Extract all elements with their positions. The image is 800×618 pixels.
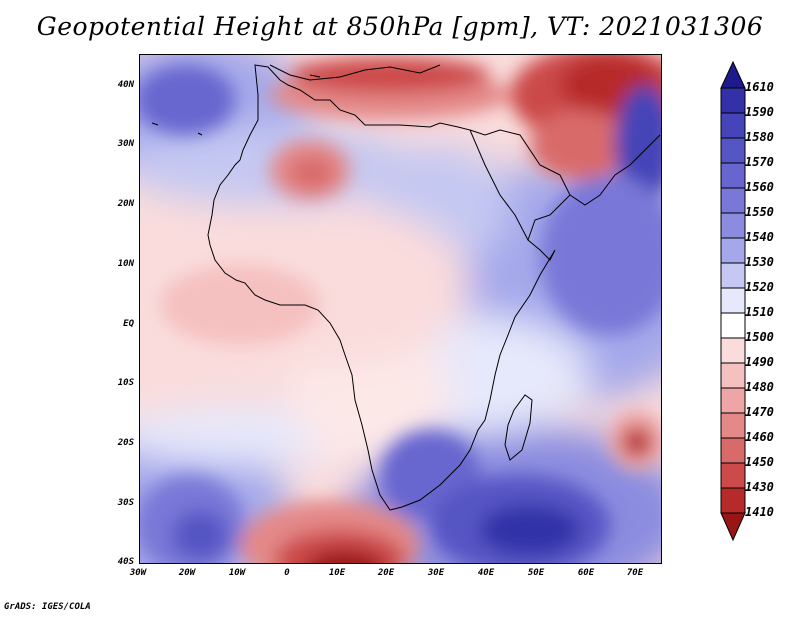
colorbar-label: 1590 [745, 105, 774, 119]
colorbar-label: 1550 [745, 205, 774, 219]
colorbar-label: 1580 [745, 130, 774, 144]
colorbar-label: 1540 [745, 230, 774, 244]
lat-tick-30s: 30S [117, 498, 134, 508]
lon-tick-10w: 10W [228, 568, 246, 578]
madagascar-coastline [504, 394, 533, 461]
lon-tick-60e: 60E [577, 568, 595, 578]
island-outlines [151, 74, 321, 136]
colorbar-swatch [720, 487, 746, 514]
colorbar-swatch [720, 162, 746, 189]
colorbar-swatch [720, 412, 746, 439]
colorbar-swatch [720, 362, 746, 389]
colorbar-swatch [720, 112, 746, 139]
lon-tick-10e: 10E [328, 568, 346, 578]
colorbar-swatch [720, 337, 746, 364]
lat-tick-eq: EQ [123, 319, 134, 329]
colorbar-label: 1490 [745, 355, 774, 369]
colorbar-swatch [720, 437, 746, 464]
colorbar-swatch [720, 387, 746, 414]
colorbar-label: 1450 [745, 455, 774, 469]
lat-tick-10s: 10S [117, 378, 134, 388]
colorbar-swatch [720, 212, 746, 239]
lat-tick-20n: 20N [117, 199, 134, 209]
colorbar-swatch [720, 87, 746, 114]
lon-tick-70e: 70E [626, 568, 644, 578]
colorbar-label: 1610 [745, 80, 774, 94]
colorbar-bottom-arrow [720, 512, 746, 542]
colorbar-label: 1480 [745, 380, 774, 394]
colorbar-label: 1530 [745, 255, 774, 269]
lat-tick-10n: 10N [117, 259, 134, 269]
europe-coastline [269, 64, 441, 81]
lat-tick-30n: 30N [117, 139, 134, 149]
colorbar [720, 60, 746, 542]
colorbar-swatch [720, 237, 746, 264]
lon-tick-20e: 20E [377, 568, 395, 578]
lon-tick-50e: 50E [527, 568, 545, 578]
lon-tick-40e: 40E [477, 568, 495, 578]
colorbar-label: 1560 [745, 180, 774, 194]
colorbar-label: 1570 [745, 155, 774, 169]
lon-tick-0: 0 [284, 568, 290, 578]
colorbar-swatch [720, 262, 746, 289]
colorbar-label: 1510 [745, 305, 774, 319]
asia-coastline [569, 134, 661, 206]
map-title: Geopotential Height at 850hPa [gpm], VT:… [36, 12, 764, 41]
lon-tick-30e: 30E [427, 568, 445, 578]
lon-tick-20w: 20W [178, 568, 196, 578]
colorbar-label: 1460 [745, 430, 774, 444]
height-field-detail [140, 55, 661, 563]
colorbar-label: 1500 [745, 330, 774, 344]
lon-tick-30w: 30W [129, 568, 147, 578]
lat-tick-40s: 40S [117, 557, 134, 567]
map-svg [140, 55, 661, 563]
colorbar-swatch [720, 287, 746, 314]
africa-coastline [207, 64, 556, 511]
colorbar-swatch [720, 312, 746, 339]
colorbar-swatch [720, 137, 746, 164]
colorbar-label: 1470 [745, 405, 774, 419]
grads-credit: GrADS: IGES/COLA [4, 602, 91, 612]
colorbar-swatch [720, 187, 746, 214]
colorbar-label: 1520 [745, 280, 774, 294]
arabia-coastline [469, 129, 571, 241]
colorbar-label: 1410 [745, 505, 774, 519]
coastlines [151, 64, 661, 511]
colorbar-swatch [720, 462, 746, 489]
lat-tick-40n: 40N [117, 80, 134, 90]
map-plot-area [139, 54, 662, 564]
colorbar-label: 1430 [745, 480, 774, 494]
lat-tick-20s: 20S [117, 438, 134, 448]
colorbar-top-arrow [720, 60, 746, 89]
